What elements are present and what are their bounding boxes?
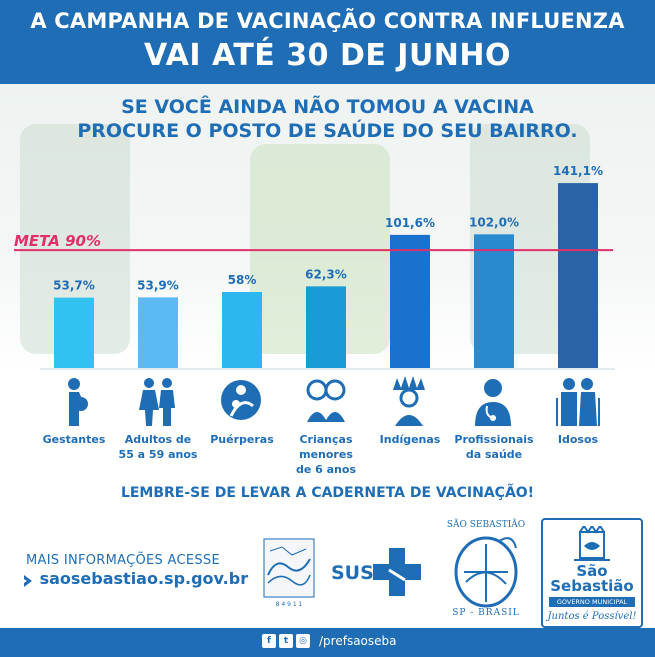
- city-emblem-bottom-text: SP - BRASIL: [452, 608, 520, 618]
- elderly-couple-icon: [556, 378, 600, 426]
- info-title: MAIS INFORMAÇÕES ACESSE: [26, 553, 220, 568]
- category-label-7: Idosos: [530, 432, 626, 447]
- health-professional-icon: [475, 379, 511, 426]
- bar-value-label-3: 58%: [228, 273, 257, 287]
- info-url[interactable]: saosebastiao.sp.gov.br: [22, 569, 248, 588]
- header-banner: A CAMPANHA DE VACINAÇÃO CONTRA INFLUENZA…: [0, 0, 655, 84]
- gov-name-1: São: [576, 562, 608, 580]
- category-6: Profissionais da saúde: [446, 376, 542, 462]
- bar-7: [558, 183, 598, 368]
- sus-logo: SUS: [331, 548, 427, 596]
- bar-value-label-1: 53,7%: [53, 279, 95, 293]
- category-7: Idosos: [530, 376, 626, 447]
- header-line-1: A CAMPANHA DE VACINAÇÃO CONTRA INFLUENZA: [30, 9, 625, 33]
- bar-6: [474, 234, 514, 368]
- info-url-text: saosebastiao.sp.gov.br: [39, 569, 249, 588]
- category-label-4: Crianças menores de 6 anos: [278, 432, 374, 477]
- meta-label: META 90%: [14, 232, 101, 250]
- crest-icon: [574, 526, 610, 561]
- bar-3: [222, 292, 262, 368]
- bar-value-label-4: 62,3%: [305, 267, 347, 281]
- category-label-line: Crianças: [299, 433, 353, 446]
- category-label-5: Indígenas: [362, 432, 458, 447]
- bar-2: [138, 297, 178, 368]
- category-label-line: Adultos de: [124, 433, 192, 446]
- subheading-line-1: SE VOCÊ AINDA NÃO TOMOU A VACINA: [121, 96, 534, 118]
- gov-name-2: Sebastião: [550, 577, 634, 595]
- category-label-line: 55 a 59 anos: [118, 448, 198, 461]
- category-label-2: Adultos de 55 a 59 anos: [110, 432, 206, 462]
- category-label-line: Profissionais: [454, 433, 534, 446]
- children-icon: [306, 379, 346, 422]
- bar-4: [306, 286, 346, 368]
- facebook-icon[interactable]: f: [262, 634, 276, 648]
- chevron-right-icon: [22, 573, 34, 587]
- category-3: Puérperas: [194, 376, 290, 447]
- social-links: f t ◎ /prefsaoseba: [262, 634, 397, 648]
- subheading-line-2: PROCURE O POSTO DE SAÚDE DO SEU BAIRRO.: [77, 120, 578, 142]
- category-label-line: de 6 anos: [295, 463, 356, 476]
- category-label-1: Gestantes: [26, 432, 122, 447]
- category-label-line: da saúde: [465, 448, 523, 461]
- svg-text:8 4 9 1 1: 8 4 9 1 1: [276, 601, 303, 608]
- category-icons: Gestantes Adultos de 55 a 59 anos Puérperas…: [0, 376, 655, 476]
- footer-bar: f t ◎ /prefsaoseba: [0, 628, 655, 657]
- pregnant-woman-icon: [68, 378, 88, 426]
- gov-subtitle: GOVERNO MUNICIPAL: [549, 597, 635, 607]
- sus-label: SUS: [331, 562, 374, 584]
- category-label-3: Puérperas: [194, 432, 290, 447]
- category-4: Crianças menores de 6 anos: [278, 376, 374, 477]
- reminder-text: LEMBRE-SE DE LEVAR A CADERNETA DE VACINA…: [120, 485, 535, 501]
- city-emblem-top-text: SÃO SEBASTIÃO: [446, 520, 526, 530]
- bar-value-label-7: 141,1%: [553, 164, 603, 178]
- municipal-map-logo: 8 4 9 1 1: [262, 537, 316, 609]
- category-label-line: menores: [299, 448, 353, 461]
- bar-chart: 53,7% 53,9% 58% 62,3% 101,6% 102,0% 141,1% META…: [14, 164, 615, 370]
- gov-slogan: Juntos é Possível!: [547, 611, 637, 622]
- mother-baby-icon: [221, 380, 261, 420]
- category-label-line: Idosos: [557, 433, 599, 446]
- social-handle: /prefsaoseba: [319, 634, 397, 648]
- city-emblem-logo: SÃO SEBASTIÃO SP - BRASIL: [440, 520, 532, 620]
- category-2: Adultos de 55 a 59 anos: [110, 376, 206, 462]
- government-logo: São Sebastião GOVERNO MUNICIPAL Juntos é…: [541, 518, 643, 628]
- bar-1: [54, 297, 94, 368]
- instagram-icon[interactable]: ◎: [296, 634, 310, 648]
- bar-value-label-6: 102,0%: [469, 215, 519, 229]
- adults-couple-icon: [139, 378, 175, 426]
- header-line-2: VAI ATÉ 30 DE JUNHO: [143, 38, 512, 73]
- indigenous-person-icon: [393, 376, 425, 426]
- category-5: Indígenas: [362, 376, 458, 447]
- category-1: Gestantes: [26, 376, 122, 447]
- category-label-line: Indígenas: [379, 433, 441, 446]
- twitter-icon[interactable]: t: [279, 634, 293, 648]
- category-label-line: Puérperas: [210, 433, 274, 446]
- category-label-6: Profissionais da saúde: [446, 432, 542, 462]
- category-label-line: Gestantes: [42, 433, 106, 446]
- bar-value-label-2: 53,9%: [137, 278, 179, 292]
- bar-value-label-5: 101,6%: [385, 216, 435, 230]
- bar-5: [390, 234, 430, 368]
